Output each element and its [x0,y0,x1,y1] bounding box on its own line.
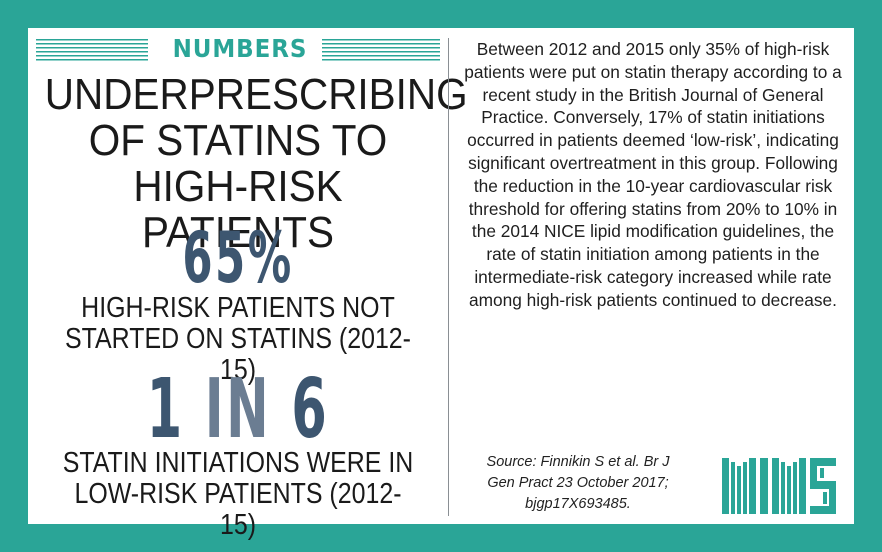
vertical-divider [448,38,449,516]
article-body: Between 2012 and 2015 only 35% of high-r… [464,39,842,310]
headline: UNDERPRESCRIBING OF STATINS TO HIGH-RISK… [44,70,468,257]
caption-line: HIGH-RISK PATIENTS NOT [81,292,395,324]
banner-title: NUMBERS [172,34,308,63]
banner-stripes-right [322,39,440,61]
mims-logo [722,458,836,514]
caption-line: LOW-RISK PATIENTS (2012-15) [74,478,402,541]
source-line: bjgp17X693485. [525,496,631,512]
stat-65-percent: 65% [182,217,294,299]
banner-stripes-left [36,39,148,61]
caption-line: STARTED ON STATINS (2012-15) [64,323,411,386]
source-line: Gen Pract 23 October 2017; [487,475,669,491]
stat2-caption: STATIN INITIATIONS WERE IN LOW-RISK PATI… [57,448,418,541]
left-panel: NUMBERS UNDERPRESCRIBING OF STATINS TO H… [28,28,468,541]
source-citation: Source: Finnikin S et al. Br J Gen Pract… [460,452,696,515]
numbers-banner: NUMBERS [36,34,440,64]
stat2-denominator: 6 [291,362,330,457]
stat1-caption: HIGH-RISK PATIENTS NOT STARTED ON STATIN… [57,293,418,386]
headline-line: UNDERPRESCRIBING [44,70,468,119]
right-panel: Between 2012 and 2015 only 35% of high-r… [460,38,846,514]
caption-line: STATIN INITIATIONS WERE IN [62,447,414,479]
headline-line: HIGH-RISK PATIENTS [133,162,343,257]
stat2-in: IN [204,362,272,457]
stat-1-in-6: 1 IN 6 [108,368,368,452]
source-line: Source: Finnikin S et al. Br J [486,454,670,470]
stat2-numerator: 1 [146,362,185,457]
infographic-card: NUMBERS UNDERPRESCRIBING OF STATINS TO H… [28,28,854,541]
headline-line: OF STATINS TO [88,116,388,165]
